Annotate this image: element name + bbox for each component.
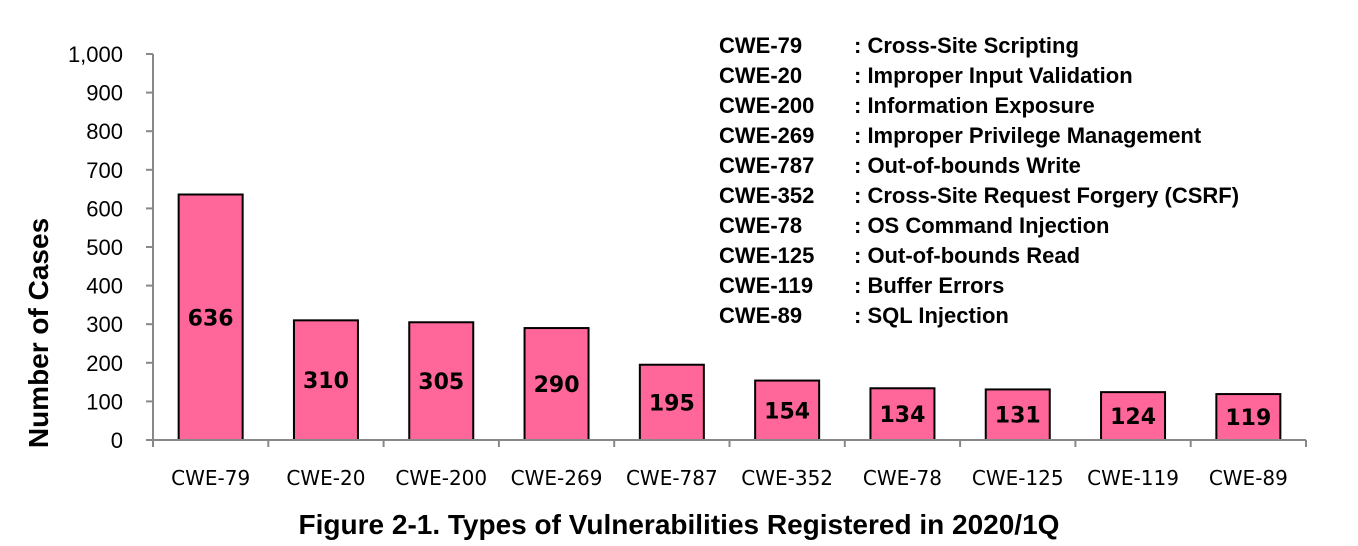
legend-code: CWE-20 — [719, 63, 802, 88]
legend-description: : SQL Injection — [854, 303, 1009, 328]
bar — [638, 363, 705, 442]
bar — [754, 379, 821, 441]
figure-caption: Figure 2-1. Types of Vulnerabilities Reg… — [299, 509, 1060, 540]
x-tick-label: CWE-79 — [171, 466, 250, 490]
bar-value-label: 195 — [649, 391, 695, 416]
bar-value-label: 636 — [188, 306, 234, 331]
y-tick-label: 1,000 — [68, 42, 123, 67]
y-tick-label: 300 — [86, 312, 123, 337]
legend-code: CWE-78 — [719, 213, 802, 238]
y-tick-label: 600 — [86, 196, 123, 221]
y-tick-label: 500 — [86, 235, 123, 260]
x-tick-label: CWE-125 — [972, 466, 1064, 490]
bar-value-label: 134 — [879, 403, 925, 428]
bar — [177, 193, 244, 441]
y-axis-label: Number of Cases — [23, 218, 54, 448]
bar-value-label: 124 — [1110, 405, 1156, 430]
legend-description: : Out-of-bounds Write — [854, 153, 1081, 178]
x-tick-label: CWE-119 — [1087, 466, 1179, 490]
y-tick-label: 700 — [86, 158, 123, 183]
x-tick-label: CWE-787 — [626, 466, 718, 490]
bar — [292, 319, 359, 441]
legend-code: CWE-787 — [719, 153, 814, 178]
bar-value-label: 131 — [995, 404, 1041, 429]
legend-code: CWE-352 — [719, 183, 814, 208]
y-tick-label: 900 — [86, 81, 123, 106]
legend-description: : Improper Input Validation — [854, 63, 1133, 88]
y-tick-label: 800 — [86, 119, 123, 144]
x-tick-label: CWE-20 — [286, 466, 365, 490]
y-tick-label: 100 — [86, 389, 123, 414]
bar — [408, 321, 475, 441]
legend-description: : Improper Privilege Management — [854, 123, 1202, 148]
legend-code: CWE-125 — [719, 243, 814, 268]
x-tick-label: CWE-200 — [395, 466, 487, 490]
x-tick-label: CWE-89 — [1209, 466, 1288, 490]
bar — [1215, 393, 1282, 442]
legend-description: : Out-of-bounds Read — [854, 243, 1080, 268]
legend-description: : OS Command Injection — [854, 213, 1109, 238]
bar-value-label: 119 — [1225, 406, 1271, 431]
legend-code: CWE-200 — [719, 93, 814, 118]
legend-code: CWE-269 — [719, 123, 814, 148]
x-tick-label: CWE-269 — [511, 466, 603, 490]
y-axis: 0 100 200 300 400 500 600 700 800 900 1,000 — [68, 42, 154, 453]
y-tick-label: 0 — [111, 428, 123, 453]
y-tick-label: 200 — [86, 351, 123, 376]
bar-value-label: 154 — [764, 399, 810, 424]
y-tick-label: 400 — [86, 274, 123, 299]
bars: 636 310 305 290 195 154 134 131 124 119 — [177, 193, 1282, 442]
legend-description: : Cross-Site Scripting — [854, 33, 1079, 58]
x-tick-label: CWE-352 — [741, 466, 833, 490]
legend-code: CWE-119 — [719, 273, 813, 298]
legend-description: : Buffer Errors — [854, 273, 1004, 298]
legend-description: : Information Exposure — [854, 93, 1095, 118]
bar — [984, 388, 1051, 441]
bar — [523, 327, 590, 441]
legend-code: CWE-79 — [719, 33, 802, 58]
legend-code: CWE-89 — [719, 303, 802, 328]
legend-description: : Cross-Site Request Forgery (CSRF) — [854, 183, 1239, 208]
bar — [1100, 391, 1167, 441]
bar-value-label: 290 — [534, 373, 580, 398]
legend: CWE-79 : Cross-Site Scripting CWE-20 : Impr… — [719, 33, 1239, 328]
bar-value-label: 305 — [418, 370, 464, 395]
x-axis: CWE-79 CWE-20 CWE-200 CWE-269 CWE-787 CWE-352… — [152, 439, 1307, 490]
bar-value-label: 310 — [303, 369, 349, 394]
x-tick-label: CWE-78 — [863, 466, 942, 490]
